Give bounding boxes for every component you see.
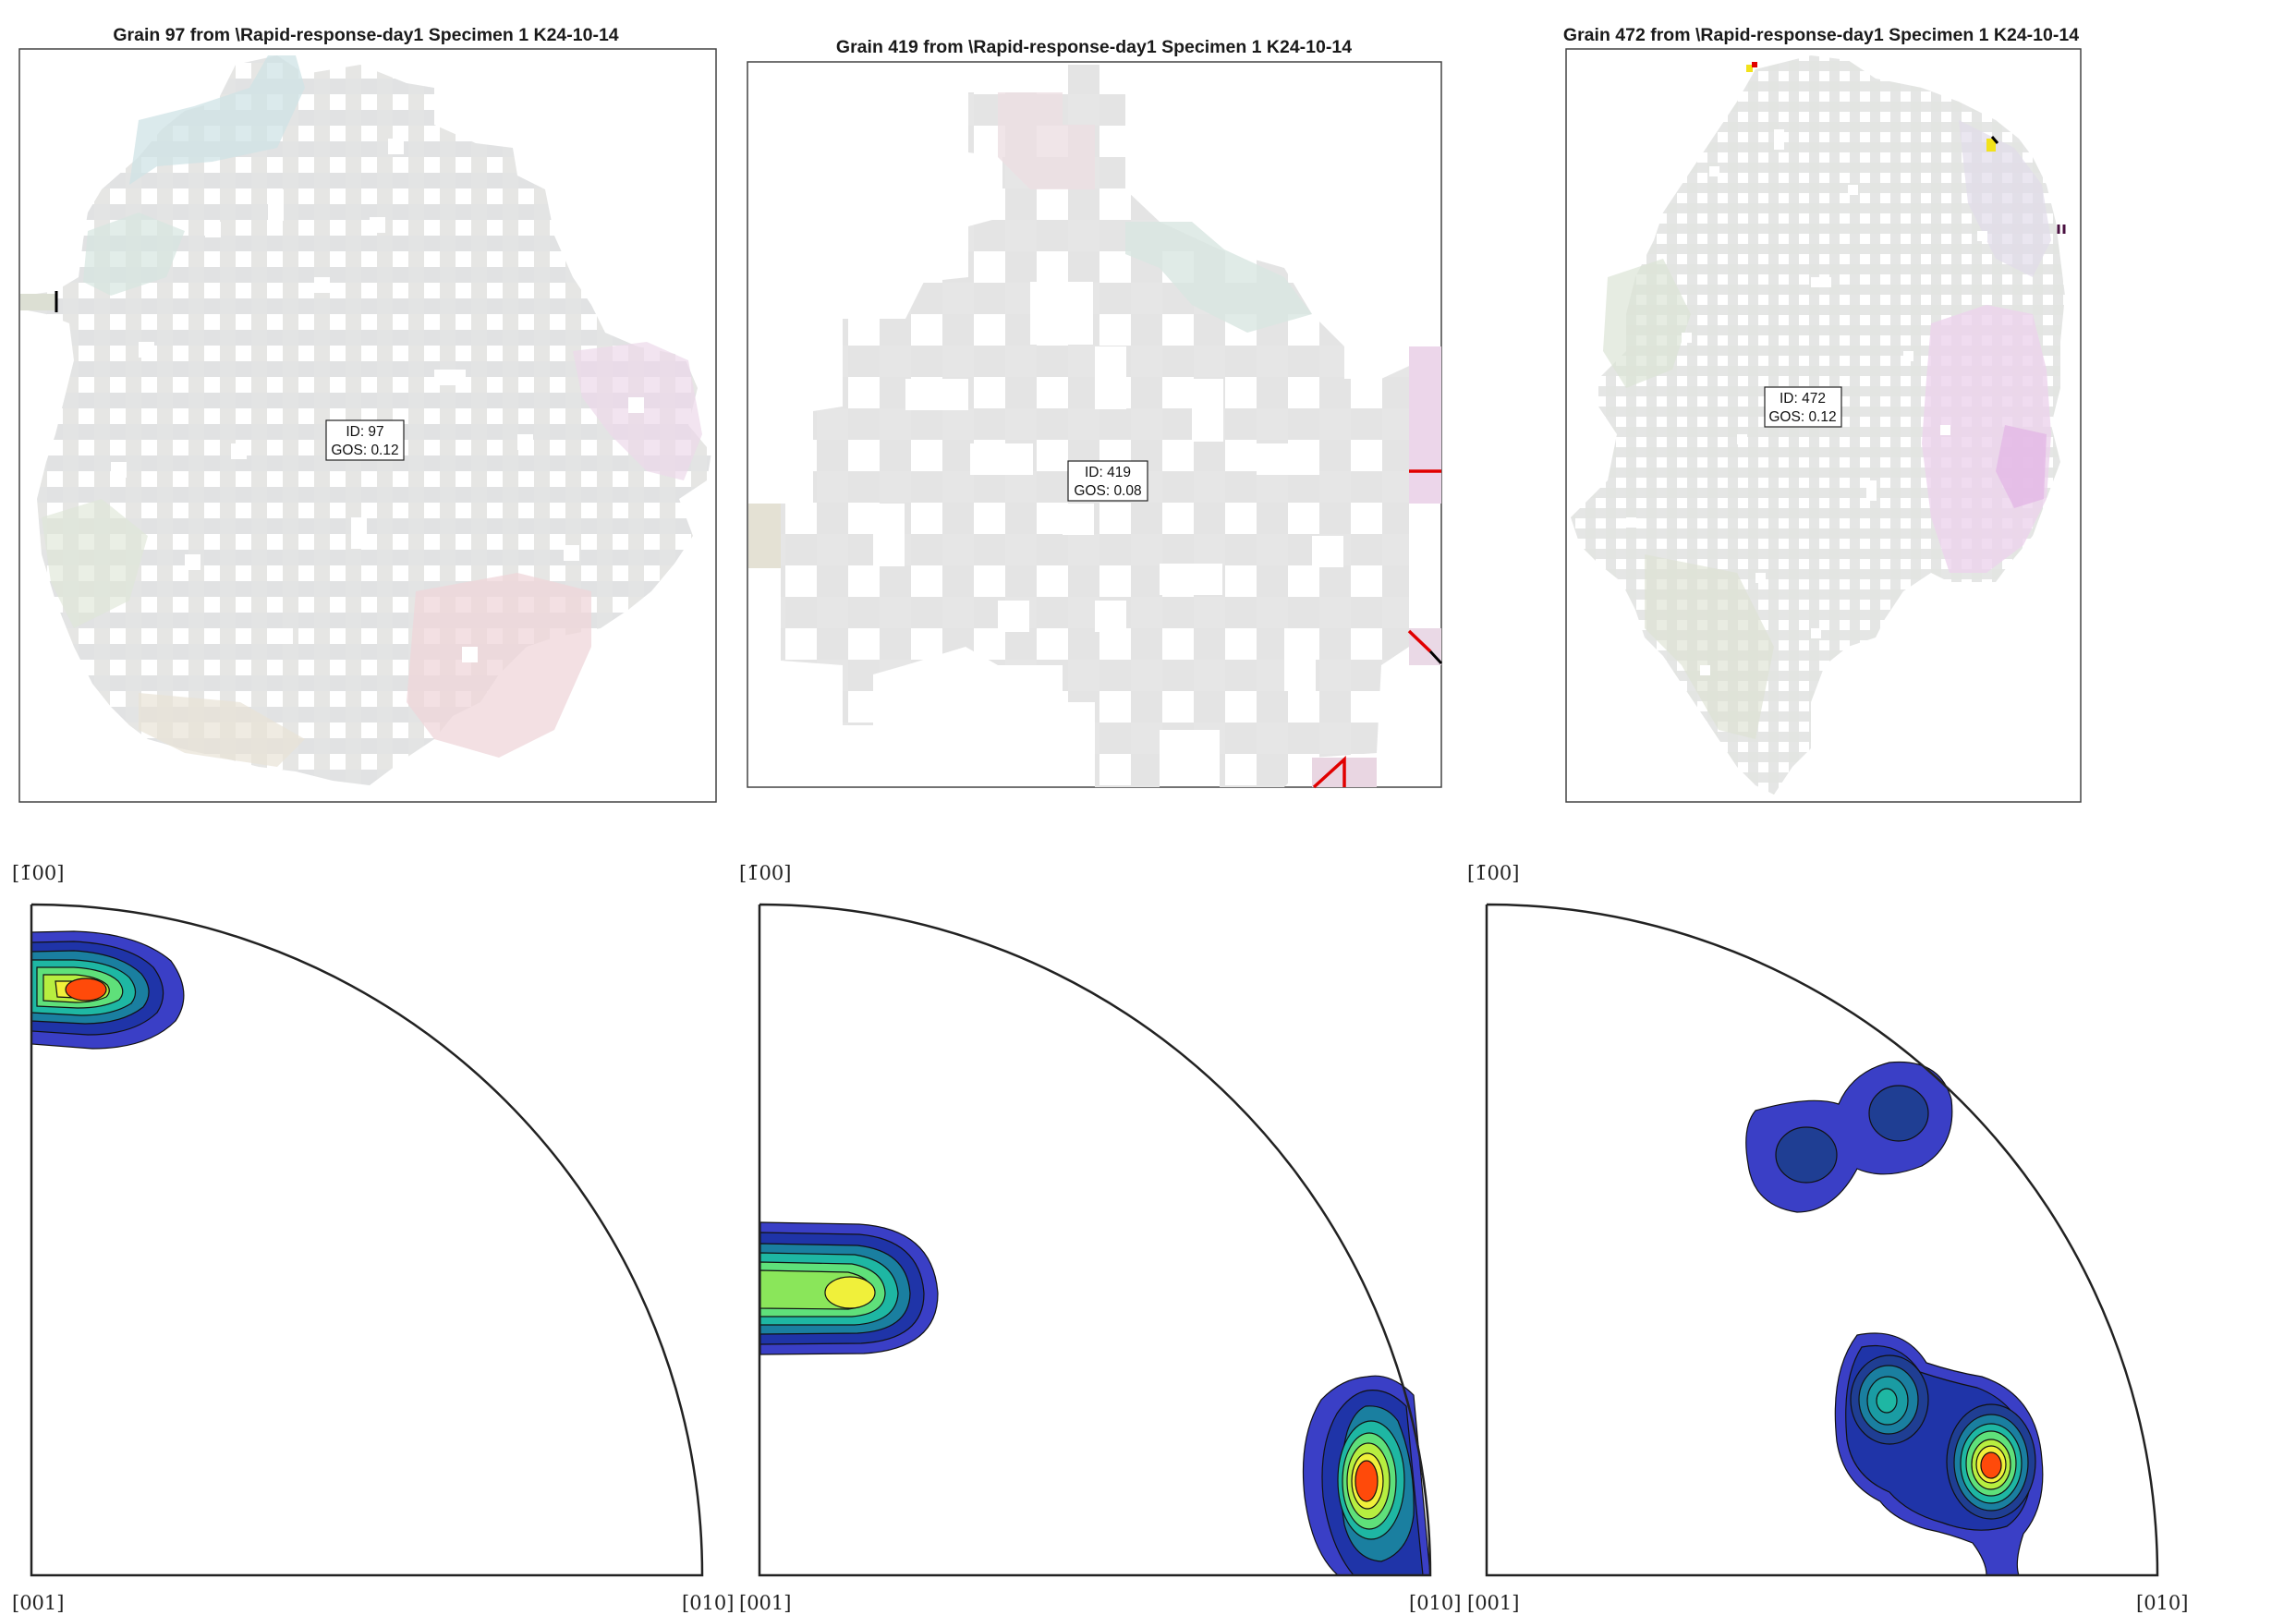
pole-label-bottom-left: [001] <box>1467 1592 1519 1614</box>
grain-gos-text: GOS: 0.12 <box>1768 409 1836 425</box>
id-box <box>1067 460 1148 502</box>
map-holes <box>873 282 1343 691</box>
pole-label-top: [1̄00] <box>1467 862 1519 884</box>
boundary-mark-yellow <box>1986 139 1996 152</box>
tint-lavender-top <box>1959 120 2051 277</box>
tint-pink-top <box>998 92 1095 189</box>
map-title: Grain 419 from \Rapid-response-day1 Spec… <box>836 37 1352 57</box>
pole-label-bottom-left: [001] <box>739 1592 791 1614</box>
contour-cluster-right <box>1302 1375 1431 1576</box>
pole-figure-outline <box>1485 903 2159 1577</box>
grain-gos-text: GOS: 0.08 <box>1074 483 1141 499</box>
tint-left-stub <box>20 294 55 310</box>
boundary-black <box>1990 136 1999 144</box>
pole-figure-3: [1̄00] [001] [010] <box>1467 862 2188 1614</box>
pole-label-bottom-right: [010] <box>682 1592 734 1614</box>
map-holes <box>111 139 644 662</box>
grain-map-472: Grain 472 from \Rapid-response-day1 Spec… <box>1563 25 2082 803</box>
contour-cluster-lower <box>1834 1332 2044 1576</box>
id-box <box>325 419 405 461</box>
boundary-mark-red <box>1752 62 1757 67</box>
tint-magenta-patch <box>1996 425 2047 508</box>
pole-figure-outline <box>758 903 1432 1577</box>
boundary-black <box>1428 650 1443 665</box>
pole-figure-outline <box>30 903 704 1577</box>
grain-map-419: Grain 419 from \Rapid-response-day1 Spec… <box>747 37 1443 789</box>
pole-label-bottom-right: [010] <box>1409 1592 1461 1614</box>
pole-figure-2: [1̄00] [001] [010] <box>739 862 1461 1614</box>
pole-label-top: [1̄00] <box>12 862 64 884</box>
tint-green-left <box>42 499 148 628</box>
tint-cyan <box>129 55 305 185</box>
map-holes <box>1626 129 1987 675</box>
map-title: Grain 472 from \Rapid-response-day1 Spec… <box>1563 25 2079 45</box>
grain-map-97: Grain 97 from \Rapid-response-day1 Speci… <box>18 25 717 803</box>
tint-teal <box>1125 222 1312 333</box>
tint-pink-bottom <box>407 573 591 758</box>
grain-id-text: ID: 419 <box>1085 465 1131 480</box>
tint-teal <box>83 212 185 296</box>
tint-green-left <box>1603 259 1691 388</box>
pole-label-top: [1̄00] <box>739 862 791 884</box>
boundary-mark-yellow <box>1746 65 1753 72</box>
grain-id-text: ID: 472 <box>1780 391 1826 407</box>
tint-beige-left <box>748 504 781 568</box>
boundary-red <box>1312 756 1346 789</box>
tint-beige <box>139 693 305 767</box>
pole-label-bottom-left: [001] <box>12 1592 64 1614</box>
pole-label-bottom-right: [010] <box>2136 1592 2188 1614</box>
grain-id-text: ID: 97 <box>346 424 383 440</box>
boundary-red <box>1407 629 1432 653</box>
contour-cluster-left <box>759 1221 939 1355</box>
grain-pixels <box>748 65 1441 787</box>
contour-cluster-upper <box>1745 1061 1953 1213</box>
grain-gos-text: GOS: 0.12 <box>331 443 398 458</box>
tint-pink-right <box>1409 346 1441 504</box>
pole-figure-1: [1̄00] [001] [010] <box>12 862 734 1614</box>
tint-green-bottom <box>1645 554 1774 739</box>
map-title: Grain 97 from \Rapid-response-day1 Speci… <box>113 25 618 45</box>
contour-cluster <box>30 930 185 1050</box>
id-box <box>1764 386 1842 428</box>
